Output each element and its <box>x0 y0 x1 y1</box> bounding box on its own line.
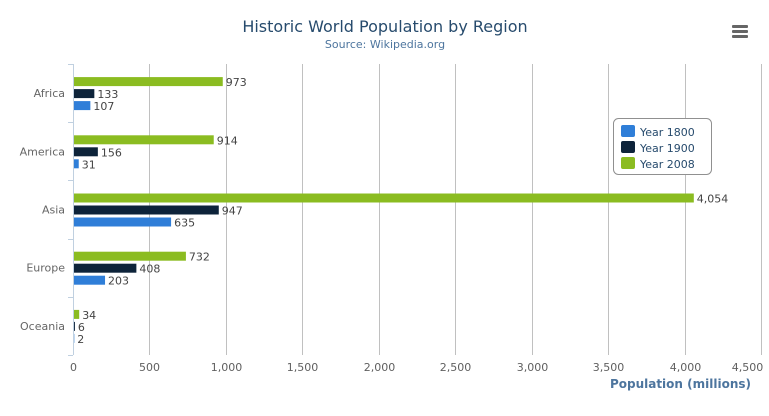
bar-year-1800 <box>74 101 91 111</box>
data-label: 4,054 <box>697 193 729 206</box>
legend-swatch <box>621 141 635 153</box>
data-label: 947 <box>222 205 243 218</box>
data-label: 6 <box>78 321 85 334</box>
bar-year-1900 <box>74 321 75 331</box>
data-label: 635 <box>174 217 195 230</box>
category-label: Africa <box>34 87 65 100</box>
x-tick-label: 1,500 <box>287 361 319 374</box>
x-tick-label: 3,000 <box>517 361 549 374</box>
data-label: 914 <box>217 134 238 147</box>
category-label: Oceania <box>20 320 65 333</box>
bar-year-1800 <box>74 159 79 169</box>
legend: Year 1800 Year 1900 Year 2008 <box>613 118 712 175</box>
data-label: 156 <box>101 146 122 159</box>
bar-year-2008 <box>74 135 214 145</box>
bar-year-1800 <box>74 217 172 227</box>
legend-item: Year 1800 <box>639 126 695 139</box>
legend-swatch <box>621 157 635 169</box>
hamburger-menu-icon[interactable] <box>732 25 748 38</box>
x-tick-label: 4,000 <box>670 361 702 374</box>
x-axis-title: Population (millions) <box>610 377 751 391</box>
category-label: Asia <box>42 204 65 217</box>
x-tick-label: 1,000 <box>211 361 243 374</box>
bar-year-2008 <box>74 251 186 261</box>
data-label: 31 <box>82 158 96 171</box>
bar-year-1800 <box>74 275 106 285</box>
bar-year-1900 <box>74 147 98 157</box>
bar-year-2008 <box>74 309 80 319</box>
category-label: Europe <box>26 262 65 275</box>
x-tick-label: 0 <box>70 361 77 374</box>
legend-swatch <box>621 125 635 137</box>
x-tick-label: 2,000 <box>364 361 396 374</box>
x-tick-label: 3,500 <box>593 361 625 374</box>
data-label: 732 <box>189 251 210 264</box>
bar-year-1900 <box>74 205 219 215</box>
data-label: 973 <box>226 76 247 89</box>
bar-year-1900 <box>74 89 95 99</box>
x-tick-label: 2,500 <box>440 361 472 374</box>
legend-item: Year 1900 <box>639 142 695 155</box>
chart-title: Historic World Population by Region <box>242 17 527 36</box>
bar-year-2008 <box>74 193 694 203</box>
bar-year-1900 <box>74 263 137 273</box>
data-label: 107 <box>93 100 114 113</box>
x-tick-label: 500 <box>139 361 160 374</box>
data-label: 34 <box>82 309 96 322</box>
legend-item: Year 2008 <box>639 158 695 171</box>
data-label: 133 <box>97 88 118 101</box>
category-label: America <box>20 145 65 158</box>
data-label: 2 <box>77 333 84 346</box>
x-tick-label: 4,500 <box>732 361 764 374</box>
data-label: 408 <box>139 263 160 276</box>
legend-box <box>613 118 712 175</box>
data-label: 203 <box>108 275 129 288</box>
bar-year-2008 <box>74 77 223 87</box>
chart-subtitle: Source: Wikipedia.org <box>325 38 445 51</box>
